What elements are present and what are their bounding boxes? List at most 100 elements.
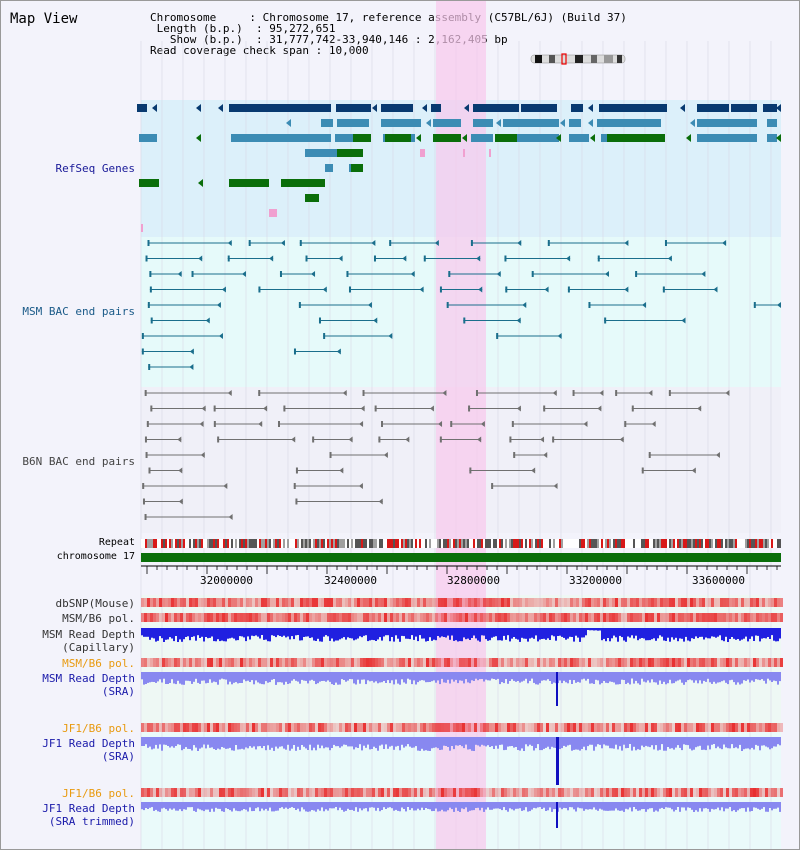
depth-bar [397, 737, 399, 746]
repeat-mark [339, 539, 341, 548]
heat-cell [543, 723, 546, 732]
depth-bar [635, 628, 637, 636]
repeat-mark [183, 539, 185, 548]
bac-pair-b6n-end [624, 421, 627, 427]
gene-refseq [697, 104, 729, 112]
depth-bar [197, 802, 199, 809]
gene-arrow [462, 134, 467, 142]
bac-pair-msm-end [311, 271, 316, 277]
depth-bar [321, 672, 323, 681]
heat-cell [360, 613, 363, 622]
heat-cell [726, 723, 729, 732]
heat-cell [636, 723, 639, 732]
depth-bar [743, 628, 745, 639]
heat-cell [261, 723, 264, 732]
heat-cell [582, 613, 585, 622]
depth-bar [351, 802, 353, 810]
repeat-mark [203, 539, 205, 548]
depth-bar [727, 737, 729, 749]
heat-cell [585, 788, 588, 797]
depth-bar [191, 672, 193, 684]
heat-cell [639, 613, 642, 622]
depth-bar [493, 737, 495, 749]
heat-cell [192, 788, 195, 797]
depth-bar [651, 802, 653, 809]
repeat-mark [329, 539, 331, 548]
depth-bar [609, 628, 611, 642]
repeat-mark [633, 539, 635, 548]
heat-cell [414, 613, 417, 622]
heat-cell [297, 658, 300, 667]
depth-bar [389, 737, 391, 747]
heat-cell [528, 598, 531, 607]
repeat-mark [527, 539, 529, 548]
depth-bar [743, 737, 745, 750]
repeat-mark [291, 539, 293, 548]
heat-cell [720, 788, 723, 797]
heat-cell [381, 613, 384, 622]
heat-cell [399, 658, 402, 667]
heat-cell [243, 613, 246, 622]
depth-bar [637, 802, 639, 811]
heat-cell [345, 613, 348, 622]
depth-bar [391, 672, 393, 681]
depth-bar [647, 628, 649, 641]
depth-bar [573, 672, 575, 681]
depth-bar [515, 802, 517, 809]
heat-cell [624, 788, 627, 797]
gene-refseq [381, 104, 413, 112]
heat-cell [219, 658, 222, 667]
depth-bar [421, 672, 423, 681]
heat-cell [552, 598, 555, 607]
depth-bar [647, 737, 649, 747]
heat-cell [222, 598, 225, 607]
depth-bar [187, 628, 189, 637]
heat-cell [474, 723, 477, 732]
depth-bar [399, 628, 401, 642]
repeat-mark [185, 539, 187, 548]
depth-bar [375, 672, 377, 682]
heat-cell [696, 613, 699, 622]
repeat-mark [683, 539, 685, 548]
heat-cell [564, 598, 567, 607]
repeat-mark [237, 539, 239, 548]
depth-bar [387, 802, 389, 808]
heat-cell [243, 658, 246, 667]
depth-bar [335, 628, 337, 641]
chromosome-ideogram[interactable] [529, 53, 629, 65]
heat-cell [417, 723, 420, 732]
depth-bar [523, 802, 525, 811]
heat-cell [663, 658, 666, 667]
heat-cell [609, 788, 612, 797]
heat-cell [393, 788, 396, 797]
depth-bar [221, 802, 223, 812]
depth-bar [407, 628, 409, 639]
ruler-tick-label: 32400000 [324, 574, 377, 587]
heat-cell [321, 658, 324, 667]
depth-bar [779, 802, 781, 812]
depth-bar [237, 737, 239, 750]
depth-bar [443, 628, 445, 637]
depth-bar [557, 628, 559, 636]
depth-bar [271, 802, 273, 812]
depth-bar [529, 628, 531, 639]
bac-pair-b6n-end [543, 405, 546, 412]
depth-bar [403, 628, 405, 637]
depth-bar [661, 672, 663, 684]
depth-bar [589, 672, 591, 684]
repeat-mark [777, 539, 779, 548]
depth-bar [383, 628, 385, 637]
depth-bar [245, 802, 247, 810]
depth-bar [565, 802, 567, 809]
depth-bar [217, 737, 219, 749]
depth-bar [385, 628, 387, 636]
gene-arrow [152, 104, 157, 112]
repeat-mark [567, 539, 569, 548]
depth-bar [545, 672, 547, 681]
depth-bar [325, 802, 327, 810]
heat-cell [255, 723, 258, 732]
repeat-mark [449, 539, 451, 548]
heat-cell [516, 723, 519, 732]
depth-bar [651, 737, 653, 746]
